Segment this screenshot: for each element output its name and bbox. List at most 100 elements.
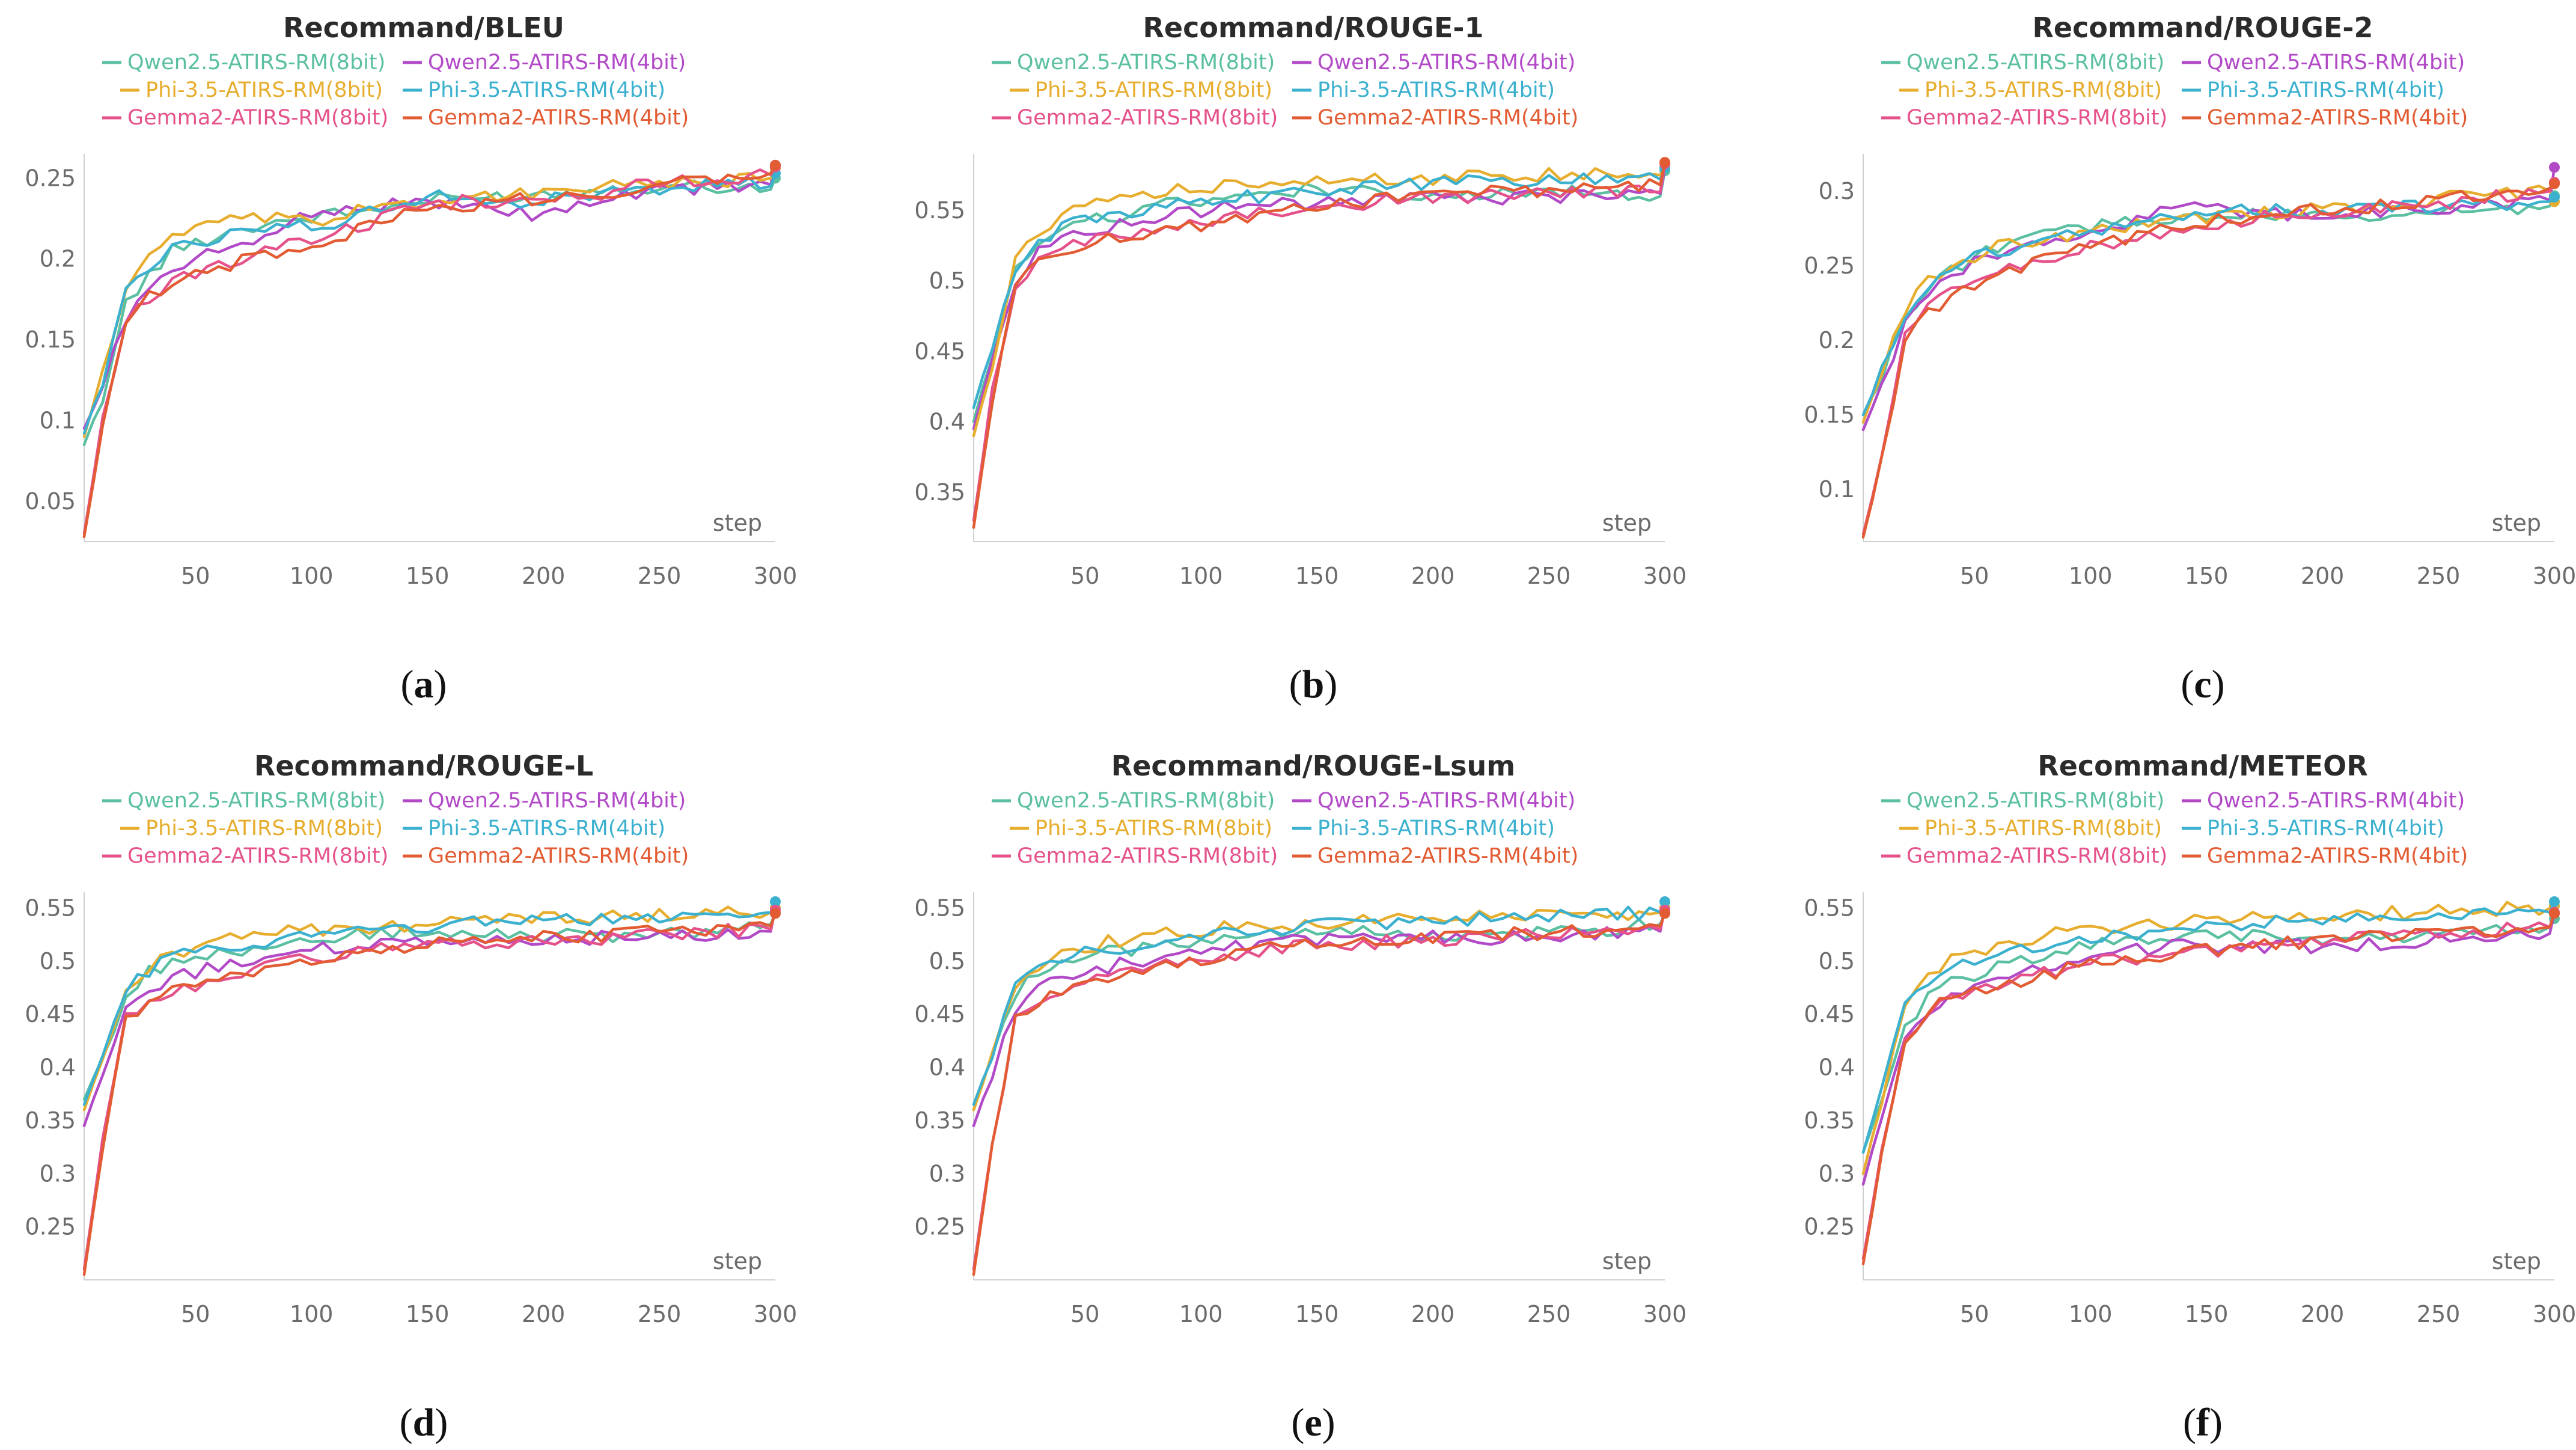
legend-label: Qwen2.5-ATIRS-RM(8bit) [1906,50,2164,75]
y-tick-label: 0.55 [914,895,965,922]
panel-caption: (c) [2181,662,2224,706]
legend-label: Gemma2-ATIRS-RM(8bit) [1906,844,2167,868]
x-axis-label: step [1602,510,1652,536]
legend-label: Gemma2-ATIRS-RM(8bit) [1906,106,2167,130]
y-tick-label: 0.25 [25,1214,76,1240]
y-tick-label: 0.55 [1804,895,1855,922]
x-axis-label: step [1602,1248,1652,1274]
legend-label: Phi-3.5-ATIRS-RM(8bit) [1035,78,1272,102]
legend-label: Phi-3.5-ATIRS-RM(4bit) [428,78,665,102]
panel-caption: (a) [401,662,447,706]
legend-item-phi-3-5-atirs-rm-8bit: Phi-3.5-ATIRS-RM(8bit) [1899,78,2162,102]
x-tick-label: 150 [1295,1301,1339,1327]
series-line-qwen2-5-atirs-rm-4bit [1861,166,2556,432]
series-line-phi-3-5-atirs-rm-4bit [1861,900,2556,1154]
series-line-gemma2-atirs-rm-4bit [1861,182,2556,539]
legend-label: Qwen2.5-ATIRS-RM(4bit) [428,50,686,75]
legend-item-qwen2-5-atirs-rm-8bit: Qwen2.5-ATIRS-RM(8bit) [102,789,385,813]
x-tick-label: 250 [638,563,682,589]
x-tick-label: 50 [1070,563,1099,589]
y-tick-label: 0.35 [1804,1107,1855,1134]
series-line-gemma2-atirs-rm-8bit [82,908,777,1271]
y-tick-label: 0.25 [25,165,76,191]
y-tick-label: 0.25 [1804,252,1855,279]
series-end-marker-gemma2-atirs-rm-4bit [770,159,781,171]
x-tick-label: 250 [2417,1301,2461,1327]
series-line-phi-3-5-atirs-rm-4bit [82,172,777,435]
panel-caption: (e) [1291,1401,1335,1445]
panel-caption: (d) [400,1401,448,1445]
y-tick-label: 0.25 [1804,1214,1855,1240]
y-tick-label: 0.5 [929,948,965,974]
chart-title: Recommand/METEOR [2037,750,2367,782]
legend-item-gemma2-atirs-rm-8bit: Gemma2-ATIRS-RM(8bit) [992,844,1278,868]
x-tick-label: 300 [2533,1301,2576,1327]
x-tick-label: 300 [754,1301,798,1327]
y-tick-label: 0.45 [914,1001,965,1027]
legend-label: Gemma2-ATIRS-RM(4bit) [428,844,689,868]
chart-panel-c: Recommand/ROUGE-2 Qwen2.5-ATIRS-RM(8bit) Q… [1804,11,2576,706]
legend-label: Gemma2-ATIRS-RM(8bit) [127,844,388,868]
chart-title: Recommand/ROUGE-Lsum [1111,750,1515,782]
legend-label: Qwen2.5-ATIRS-RM(4bit) [2207,789,2465,813]
series-line-gemma2-atirs-rm-4bit [82,912,777,1276]
series-line-phi-3-5-atirs-rm-8bit [1861,901,2556,1175]
y-tick-label: 0.55 [25,895,76,922]
series-end-marker-gemma2-atirs-rm-4bit [770,908,781,919]
x-tick-label: 200 [1411,1301,1455,1327]
series-line-qwen2-5-atirs-rm-8bit [972,912,1667,1106]
y-tick-label: 0.2 [40,246,76,272]
legend-item-qwen2-5-atirs-rm-8bit: Qwen2.5-ATIRS-RM(8bit) [1881,50,2164,75]
series-end-marker-gemma2-atirs-rm-4bit [1659,157,1670,168]
chart-panel-f: Recommand/METEOR Qwen2.5-ATIRS-RM(8bit) Qw… [1804,750,2576,1445]
legend-item-qwen2-5-atirs-rm-4bit: Qwen2.5-ATIRS-RM(4bit) [403,50,686,75]
legend-label: Phi-3.5-ATIRS-RM(4bit) [2207,78,2444,102]
series-line-gemma2-atirs-rm-8bit [972,908,1667,1271]
x-tick-label: 50 [1070,1301,1099,1327]
x-tick-label: 200 [522,563,566,589]
legend-item-gemma2-atirs-rm-4bit: Gemma2-ATIRS-RM(4bit) [1292,106,1578,130]
series-end-marker-phi-3-5-atirs-rm-4bit [1659,896,1670,907]
series-end-marker-gemma2-atirs-rm-4bit [2549,178,2560,189]
y-tick-label: 0.45 [1804,1001,1855,1027]
legend-label: Gemma2-ATIRS-RM(4bit) [2207,106,2468,130]
legend-label: Phi-3.5-ATIRS-RM(8bit) [1924,816,2162,840]
legend-item-phi-3-5-atirs-rm-8bit: Phi-3.5-ATIRS-RM(8bit) [1010,78,1272,102]
legend-label: Phi-3.5-ATIRS-RM(8bit) [1035,816,1272,840]
y-tick-label: 0.35 [914,479,965,506]
series-line-phi-3-5-atirs-rm-4bit [972,900,1667,1106]
x-tick-label: 100 [2069,1301,2113,1327]
legend-item-phi-3-5-atirs-rm-4bit: Phi-3.5-ATIRS-RM(4bit) [2182,816,2444,840]
y-tick-label: 0.35 [25,1107,76,1134]
x-tick-label: 50 [1960,1301,1989,1327]
x-tick-label: 300 [1643,1301,1687,1327]
x-tick-label: 100 [2069,563,2113,589]
series-line-gemma2-atirs-rm-4bit [972,912,1667,1276]
x-tick-label: 250 [2417,563,2461,589]
series-line-phi-3-5-atirs-rm-4bit [1861,195,2556,417]
y-tick-label: 0.5 [40,948,76,974]
chart-title: Recommand/ROUGE-1 [1143,11,1483,44]
series-line-qwen2-5-atirs-rm-4bit [972,907,1667,1128]
series-end-marker-phi-3-5-atirs-rm-4bit [2549,191,2560,203]
series-line-qwen2-5-atirs-rm-4bit [972,167,1667,430]
series-line-qwen2-5-atirs-rm-8bit [82,177,777,447]
legend-item-qwen2-5-atirs-rm-4bit: Qwen2.5-ATIRS-RM(4bit) [1292,789,1575,813]
legend-label: Qwen2.5-ATIRS-RM(4bit) [1317,50,1575,75]
legend-item-qwen2-5-atirs-rm-4bit: Qwen2.5-ATIRS-RM(4bit) [2182,50,2465,75]
y-tick-label: 0.1 [1819,476,1855,503]
legend-item-gemma2-atirs-rm-4bit: Gemma2-ATIRS-RM(4bit) [2182,106,2468,130]
series-line-gemma2-atirs-rm-8bit [1861,911,2556,1260]
series-end-marker-gemma2-atirs-rm-4bit [2549,908,2560,919]
chart-panel-a: Recommand/BLEU Qwen2.5-ATIRS-RM(8bit) Qwen… [25,11,797,706]
x-tick-label: 200 [1411,563,1455,589]
legend-label: Gemma2-ATIRS-RM(8bit) [1017,106,1278,130]
y-tick-label: 0.4 [929,1054,965,1081]
series-line-gemma2-atirs-rm-4bit [972,161,1667,529]
series-line-qwen2-5-atirs-rm-8bit [972,169,1667,423]
legend-label: Gemma2-ATIRS-RM(8bit) [1017,844,1278,868]
y-tick-label: 0.5 [1819,948,1855,974]
legend-label: Gemma2-ATIRS-RM(4bit) [2207,844,2468,868]
chart-title: Recommand/ROUGE-2 [2032,11,2373,44]
